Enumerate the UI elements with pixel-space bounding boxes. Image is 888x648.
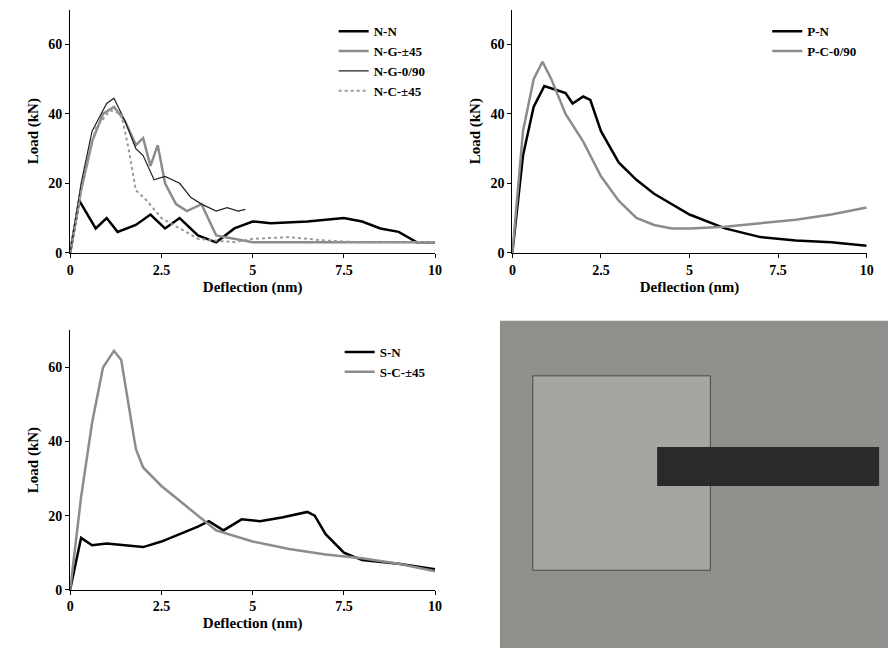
svg-text:S-C-±45: S-C-±45: [380, 365, 426, 380]
svg-text:N-G-±45: N-G-±45: [374, 44, 423, 59]
svg-text:7.5: 7.5: [335, 263, 353, 278]
svg-text:20: 20: [48, 176, 62, 191]
svg-text:N-N: N-N: [374, 24, 398, 39]
svg-text:Load (kN): Load (kN): [25, 98, 42, 164]
svg-text:0: 0: [509, 263, 516, 278]
svg-text:Load (kN): Load (kN): [467, 98, 484, 164]
svg-text:20: 20: [491, 176, 505, 191]
svg-text:7.5: 7.5: [769, 263, 787, 278]
svg-text:S-N: S-N: [380, 345, 402, 360]
svg-text:10: 10: [428, 263, 442, 278]
svg-text:5: 5: [686, 263, 693, 278]
svg-text:60: 60: [48, 37, 62, 52]
svg-text:40: 40: [491, 107, 505, 122]
svg-text:7.5: 7.5: [335, 599, 353, 614]
svg-text:2.5: 2.5: [153, 263, 171, 278]
svg-text:60: 60: [491, 37, 505, 52]
svg-text:40: 40: [48, 107, 62, 122]
svg-text:N-G-0/90: N-G-0/90: [374, 64, 425, 79]
svg-text:5: 5: [249, 263, 256, 278]
svg-text:40: 40: [48, 434, 62, 449]
svg-text:10: 10: [428, 599, 442, 614]
svg-text:Deflection (nm): Deflection (nm): [203, 279, 303, 296]
svg-text:P-C-0/90: P-C-0/90: [807, 44, 856, 59]
svg-text:2.5: 2.5: [592, 263, 610, 278]
svg-text:Deflection (nm): Deflection (nm): [203, 615, 303, 632]
svg-text:60: 60: [48, 360, 62, 375]
svg-text:5: 5: [249, 599, 256, 614]
svg-text:0: 0: [55, 583, 62, 598]
svg-text:Load (kN): Load (kN): [25, 427, 42, 493]
svg-text:10: 10: [860, 263, 874, 278]
svg-text:20: 20: [48, 509, 62, 524]
svg-text:0: 0: [498, 246, 505, 261]
svg-text:P-N: P-N: [807, 24, 829, 39]
svg-text:0: 0: [67, 599, 74, 614]
svg-text:0: 0: [67, 263, 74, 278]
svg-text:2.5: 2.5: [153, 599, 171, 614]
svg-text:N-C-±45: N-C-±45: [374, 84, 422, 99]
svg-text:Deflection (nm): Deflection (nm): [640, 279, 740, 296]
svg-text:0: 0: [55, 246, 62, 261]
